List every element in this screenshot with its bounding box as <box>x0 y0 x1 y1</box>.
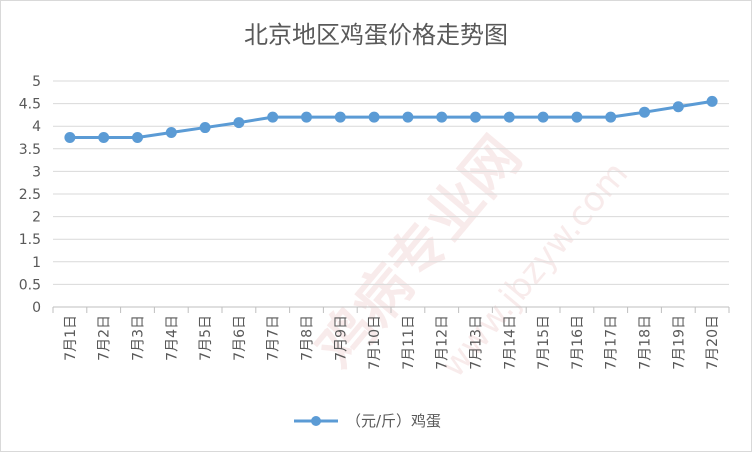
y-tick-label: 2.5 <box>19 187 41 203</box>
legend-label: （元/斤）鸡蛋 <box>346 412 441 430</box>
x-tick-label: 7月17日 <box>604 315 620 370</box>
x-tick-label: 7月5日 <box>198 315 214 361</box>
y-tick-label: 4 <box>32 119 41 135</box>
y-tick-label: 3.5 <box>19 142 41 158</box>
legend-marker-swatch <box>311 416 321 426</box>
x-axis: 7月1日 7月2日 7月3日 7月4日 7月5日 7月6日 7月7日 7月8日 7月9日 7月10… <box>52 306 730 370</box>
data-point <box>64 132 76 143</box>
x-tick-label: 7月10日 <box>367 315 383 370</box>
data-point <box>639 106 650 118</box>
data-point <box>672 101 684 113</box>
series-line <box>69 99 713 139</box>
data-point <box>334 111 346 123</box>
data-point <box>165 127 177 139</box>
y-tick-label: 4.5 <box>19 97 41 113</box>
x-tick-label: 7月19日 <box>671 315 687 370</box>
data-point <box>537 111 549 123</box>
data-point <box>301 111 312 123</box>
chart-title: 北京地区鸡蛋价格走势图 <box>244 21 508 49</box>
y-tick-label: 3 <box>32 164 41 180</box>
y-tick-label: 0 <box>32 300 41 316</box>
x-tick-label: 7月12日 <box>435 315 451 370</box>
data-point <box>706 95 718 107</box>
data-point <box>571 111 583 123</box>
x-tick-label: 7月3日 <box>131 315 147 361</box>
y-tick-label: 5 <box>32 74 41 90</box>
data-point <box>503 111 515 123</box>
x-tick-label: 7月15日 <box>536 315 552 370</box>
series-layer <box>64 95 718 143</box>
data-point <box>470 111 481 123</box>
data-point <box>267 111 279 123</box>
data-point <box>199 122 211 134</box>
x-tick-label: 7月16日 <box>570 315 586 370</box>
y-tick-label: 0.5 <box>19 277 41 293</box>
x-tick-label: 7月13日 <box>469 315 485 370</box>
x-tick-label: 7月6日 <box>232 315 248 361</box>
y-tick-label: 1 <box>32 255 41 271</box>
x-tick-label: 7月20日 <box>705 315 721 370</box>
data-point <box>132 132 143 143</box>
data-point <box>605 111 617 123</box>
data-point <box>436 111 448 123</box>
x-tick-label: 7月14日 <box>502 315 518 370</box>
x-tick-label: 7月9日 <box>333 315 349 361</box>
x-tick-label: 7月1日 <box>63 315 79 361</box>
y-tick-label: 2 <box>32 210 41 226</box>
gridlines <box>53 80 729 308</box>
x-tick-label: 7月2日 <box>97 315 113 361</box>
y-tick-label: 1.5 <box>19 232 41 248</box>
x-tick-label: 7月18日 <box>638 315 654 370</box>
data-point <box>402 111 414 123</box>
x-tick-label: 7月11日 <box>401 315 417 370</box>
x-tick-label: 7月7日 <box>266 315 282 361</box>
legend: （元/斤）鸡蛋 <box>294 412 441 430</box>
data-point <box>233 117 245 129</box>
data-point <box>368 111 380 123</box>
y-axis: 0 0.5 1 1.5 2 2.5 3 3.5 4 4.5 5 <box>19 74 41 316</box>
x-tick-label: 7月8日 <box>300 315 316 361</box>
x-tick-label: 7月4日 <box>164 315 180 361</box>
data-point <box>98 132 110 143</box>
